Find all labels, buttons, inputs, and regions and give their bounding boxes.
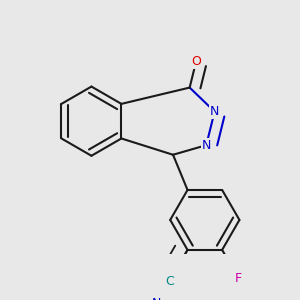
Text: F: F [235, 272, 242, 285]
Text: O: O [191, 55, 201, 68]
Text: C: C [165, 275, 174, 288]
Text: N: N [152, 297, 161, 300]
Text: N: N [210, 105, 219, 118]
Text: N: N [202, 139, 211, 152]
